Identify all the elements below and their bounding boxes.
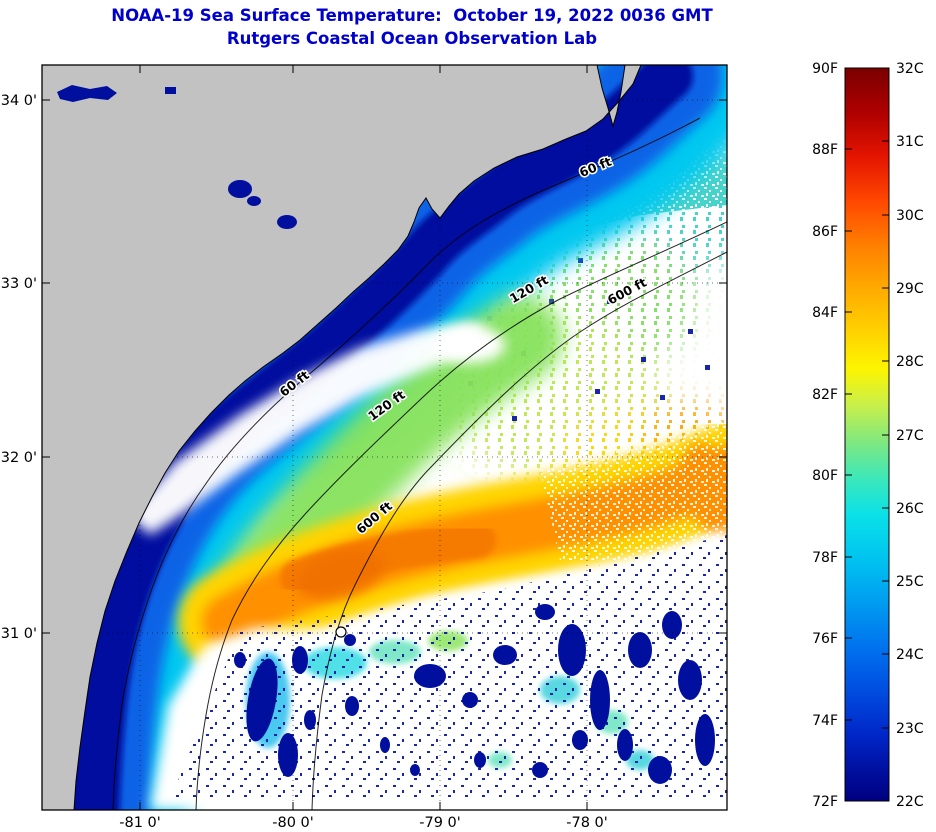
colorbar-celsius-labels: 32C 31C 30C 29C 28C 27C 26C 25C 24C 23C … bbox=[896, 61, 924, 810]
colorbar-label-c: 25C bbox=[896, 574, 924, 590]
colorbar-label-c: 31C bbox=[896, 134, 924, 150]
colorbar-label-c: 27C bbox=[896, 428, 924, 444]
colorbar: 90F 88F 86F 84F 82F 80F 78F 76F 74F 72F … bbox=[812, 61, 924, 810]
depth-contours bbox=[112, 117, 727, 810]
y-tick-label: 32 0' bbox=[1, 450, 37, 466]
x-axis-labels: -81 0' -80 0' -79 0' -78 0' bbox=[119, 815, 608, 831]
buoy-marker bbox=[335, 626, 347, 638]
x-tick-label: -81 0' bbox=[119, 815, 161, 831]
colorbar-label-c: 24C bbox=[896, 647, 924, 663]
colorbar-label-c: 28C bbox=[896, 354, 924, 370]
colorbar-label-f: 74F bbox=[812, 713, 838, 729]
colorbar-label-f: 82F bbox=[812, 387, 838, 403]
colorbar-label-f: 78F bbox=[812, 550, 838, 566]
colorbar-label-c: 26C bbox=[896, 501, 924, 517]
land-mass-group bbox=[42, 65, 642, 810]
figure-title-line2: Rutgers Coastal Ocean Observation Lab bbox=[227, 29, 597, 48]
colorbar-label-f: 84F bbox=[812, 305, 838, 321]
colorbar-label-f: 90F bbox=[812, 61, 838, 77]
contour-120ft bbox=[195, 221, 727, 810]
x-tick-label: -79 0' bbox=[419, 815, 461, 831]
colorbar-fahrenheit-labels: 90F 88F 86F 84F 82F 80F 78F 76F 74F 72F bbox=[812, 61, 838, 810]
x-tick-label: -80 0' bbox=[272, 815, 314, 831]
colorbar-label-c: 23C bbox=[896, 721, 924, 737]
axis-ticks bbox=[42, 65, 727, 810]
map-border bbox=[41, 64, 728, 811]
x-tick-label: -78 0' bbox=[566, 815, 608, 831]
colorbar-label-f: 72F bbox=[812, 794, 838, 810]
figure-title-line1: NOAA-19 Sea Surface Temperature: October… bbox=[111, 6, 713, 25]
map-plot: 60 ft 120 ft 600 ft 60 ft 120 ft 600 ft … bbox=[1, 64, 728, 831]
y-axis-labels: 34 0' 33 0' 32 0' 31 0' bbox=[1, 93, 37, 642]
y-tick-label: 31 0' bbox=[1, 626, 37, 642]
colorbar-label-c: 32C bbox=[896, 61, 924, 77]
inland-water bbox=[57, 85, 297, 229]
colorbar-gradient bbox=[844, 67, 890, 802]
colorbar-label-f: 76F bbox=[812, 631, 838, 647]
y-tick-label: 33 0' bbox=[1, 276, 37, 292]
contour-600ft bbox=[311, 251, 727, 810]
land-mass bbox=[42, 65, 642, 810]
colorbar-label-f: 80F bbox=[812, 468, 838, 484]
lat-lon-grid bbox=[42, 65, 727, 810]
colorbar-label-f: 86F bbox=[812, 224, 838, 240]
y-tick-label: 34 0' bbox=[1, 93, 37, 109]
contour-60ft bbox=[112, 117, 701, 810]
colorbar-label-c: 22C bbox=[896, 794, 924, 810]
colorbar-label-f: 88F bbox=[812, 142, 838, 158]
colorbar-label-c: 30C bbox=[896, 208, 924, 224]
colorbar-label-c: 29C bbox=[896, 281, 924, 297]
ocean-temperature-field bbox=[42, 65, 727, 810]
colorbar-ticks bbox=[845, 67, 889, 802]
